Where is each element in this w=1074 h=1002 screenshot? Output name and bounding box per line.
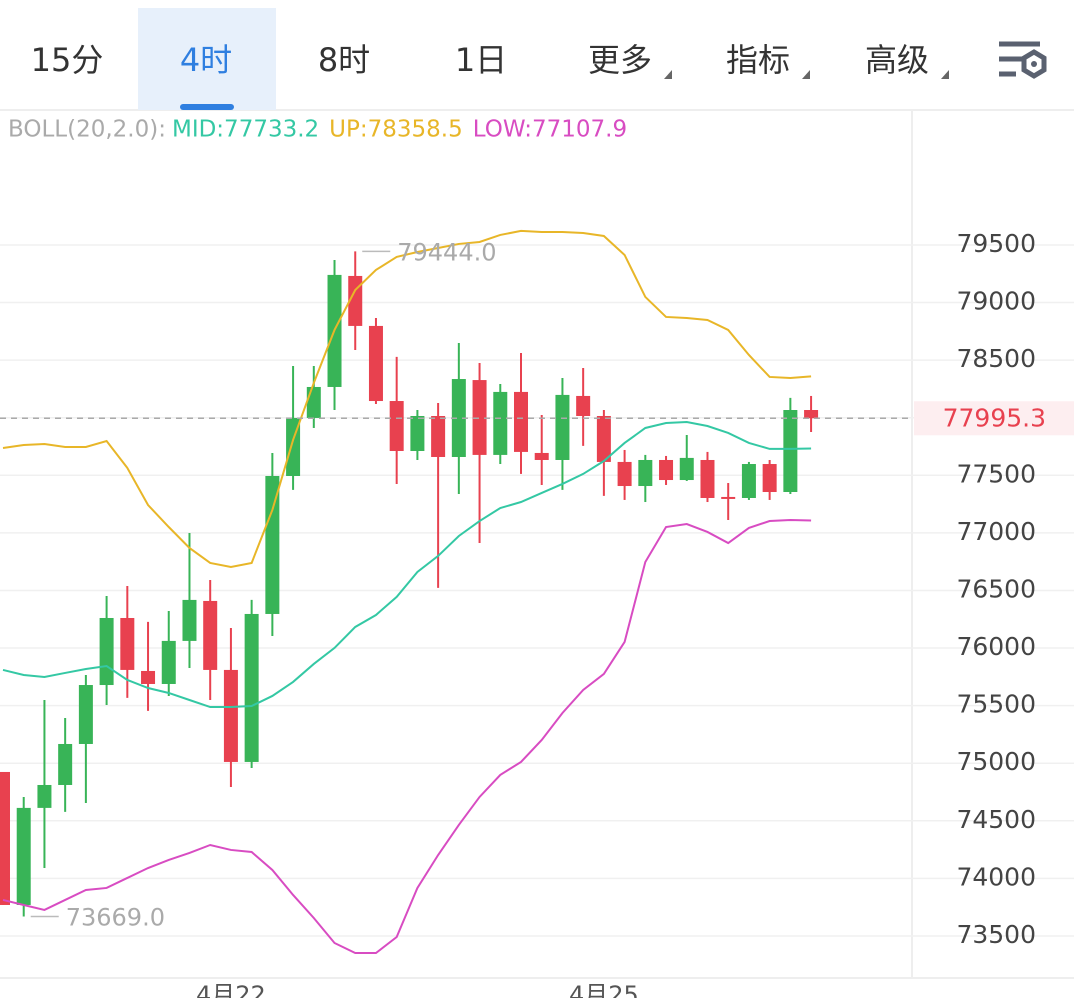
- legend-entry: LOW:77107.9: [473, 117, 627, 143]
- y-tick-label: 73500: [956, 920, 1036, 949]
- y-tick-label: 78500: [956, 344, 1036, 373]
- tab[interactable]: 8时: [318, 41, 370, 79]
- candle-body: [700, 459, 715, 498]
- y-tick-label: 79000: [956, 287, 1036, 316]
- tab[interactable]: 4时: [180, 41, 232, 79]
- candle-body: [306, 386, 321, 418]
- candle-body: [804, 410, 819, 419]
- boll-line: [2, 518, 812, 955]
- settings-icon[interactable]: [999, 41, 1047, 79]
- legend-entry: MID:77733.2: [172, 117, 319, 143]
- candle-body: [555, 394, 570, 460]
- y-tick-label: 76000: [956, 632, 1036, 661]
- candle-body: [410, 415, 425, 452]
- plot: [0, 229, 819, 955]
- candle-body: [161, 640, 176, 684]
- candle-body: [203, 600, 218, 670]
- y-tick-label: 79500: [956, 229, 1036, 258]
- candle-body: [721, 496, 736, 499]
- candle-body: [348, 275, 363, 326]
- last-price-bg: [914, 401, 1074, 436]
- candle-body: [596, 415, 611, 462]
- candle-body: [431, 415, 446, 457]
- last-price-label: 77995.3: [943, 403, 1046, 432]
- candle-body: [99, 617, 114, 686]
- y-tick-label: 75000: [956, 747, 1036, 776]
- tab[interactable]: 15分: [31, 41, 104, 79]
- annotation-label: 79444.0: [397, 238, 496, 266]
- candle-body: [514, 391, 528, 452]
- dropdown-arrow: [941, 70, 949, 79]
- candle-body: [576, 395, 591, 416]
- candle-body: [617, 461, 632, 487]
- y-tick-label: 74500: [956, 805, 1036, 834]
- dropdown-arrow: [802, 70, 810, 79]
- candle-body: [783, 410, 798, 493]
- tab-selected-bg: [138, 8, 276, 110]
- boll-line: [2, 229, 812, 568]
- tab-indicator: [180, 104, 234, 110]
- candle-body: [534, 452, 549, 460]
- y-tick-label: 76500: [956, 574, 1036, 603]
- x-tick-label: 4月22: [196, 981, 266, 998]
- dropdown-arrow: [664, 70, 672, 79]
- candle-body: [223, 669, 238, 762]
- tab[interactable]: 更多: [588, 41, 652, 79]
- y-tick-label: 74000: [956, 862, 1036, 891]
- y-tick-label: 77000: [956, 517, 1036, 546]
- candle-body: [659, 459, 674, 481]
- candle-body: [368, 325, 383, 402]
- candle-body: [0, 771, 10, 905]
- y-tick-label: 77500: [956, 459, 1036, 488]
- y-tick-label: 75500: [956, 690, 1036, 719]
- candle-body: [472, 380, 487, 455]
- candle-body: [58, 743, 73, 785]
- tab[interactable]: 1日: [455, 41, 507, 79]
- candle-body: [389, 401, 404, 452]
- candle-body: [244, 613, 259, 762]
- candle-body: [451, 379, 466, 457]
- candle-body: [16, 807, 31, 905]
- boll-line: [2, 420, 812, 709]
- annotation-label: 73669.0: [66, 904, 165, 932]
- candle-body: [78, 685, 93, 744]
- candle-body: [120, 617, 135, 670]
- x-tick-label: 4月25: [569, 981, 639, 998]
- candle-body: [141, 670, 156, 684]
- tab[interactable]: 高级: [865, 41, 929, 79]
- indicator-label: BOLL(20,2.0):: [8, 117, 166, 143]
- candle-body: [741, 464, 756, 498]
- candle-body: [37, 784, 52, 808]
- candle-body: [493, 391, 508, 455]
- candle-body: [182, 599, 197, 641]
- tab[interactable]: 指标: [726, 41, 790, 79]
- candle-body: [679, 457, 694, 481]
- candle-body: [762, 464, 777, 493]
- legend-entry: UP:78358.5: [329, 117, 463, 143]
- candle-body: [638, 459, 653, 487]
- candle-body: [265, 475, 280, 614]
